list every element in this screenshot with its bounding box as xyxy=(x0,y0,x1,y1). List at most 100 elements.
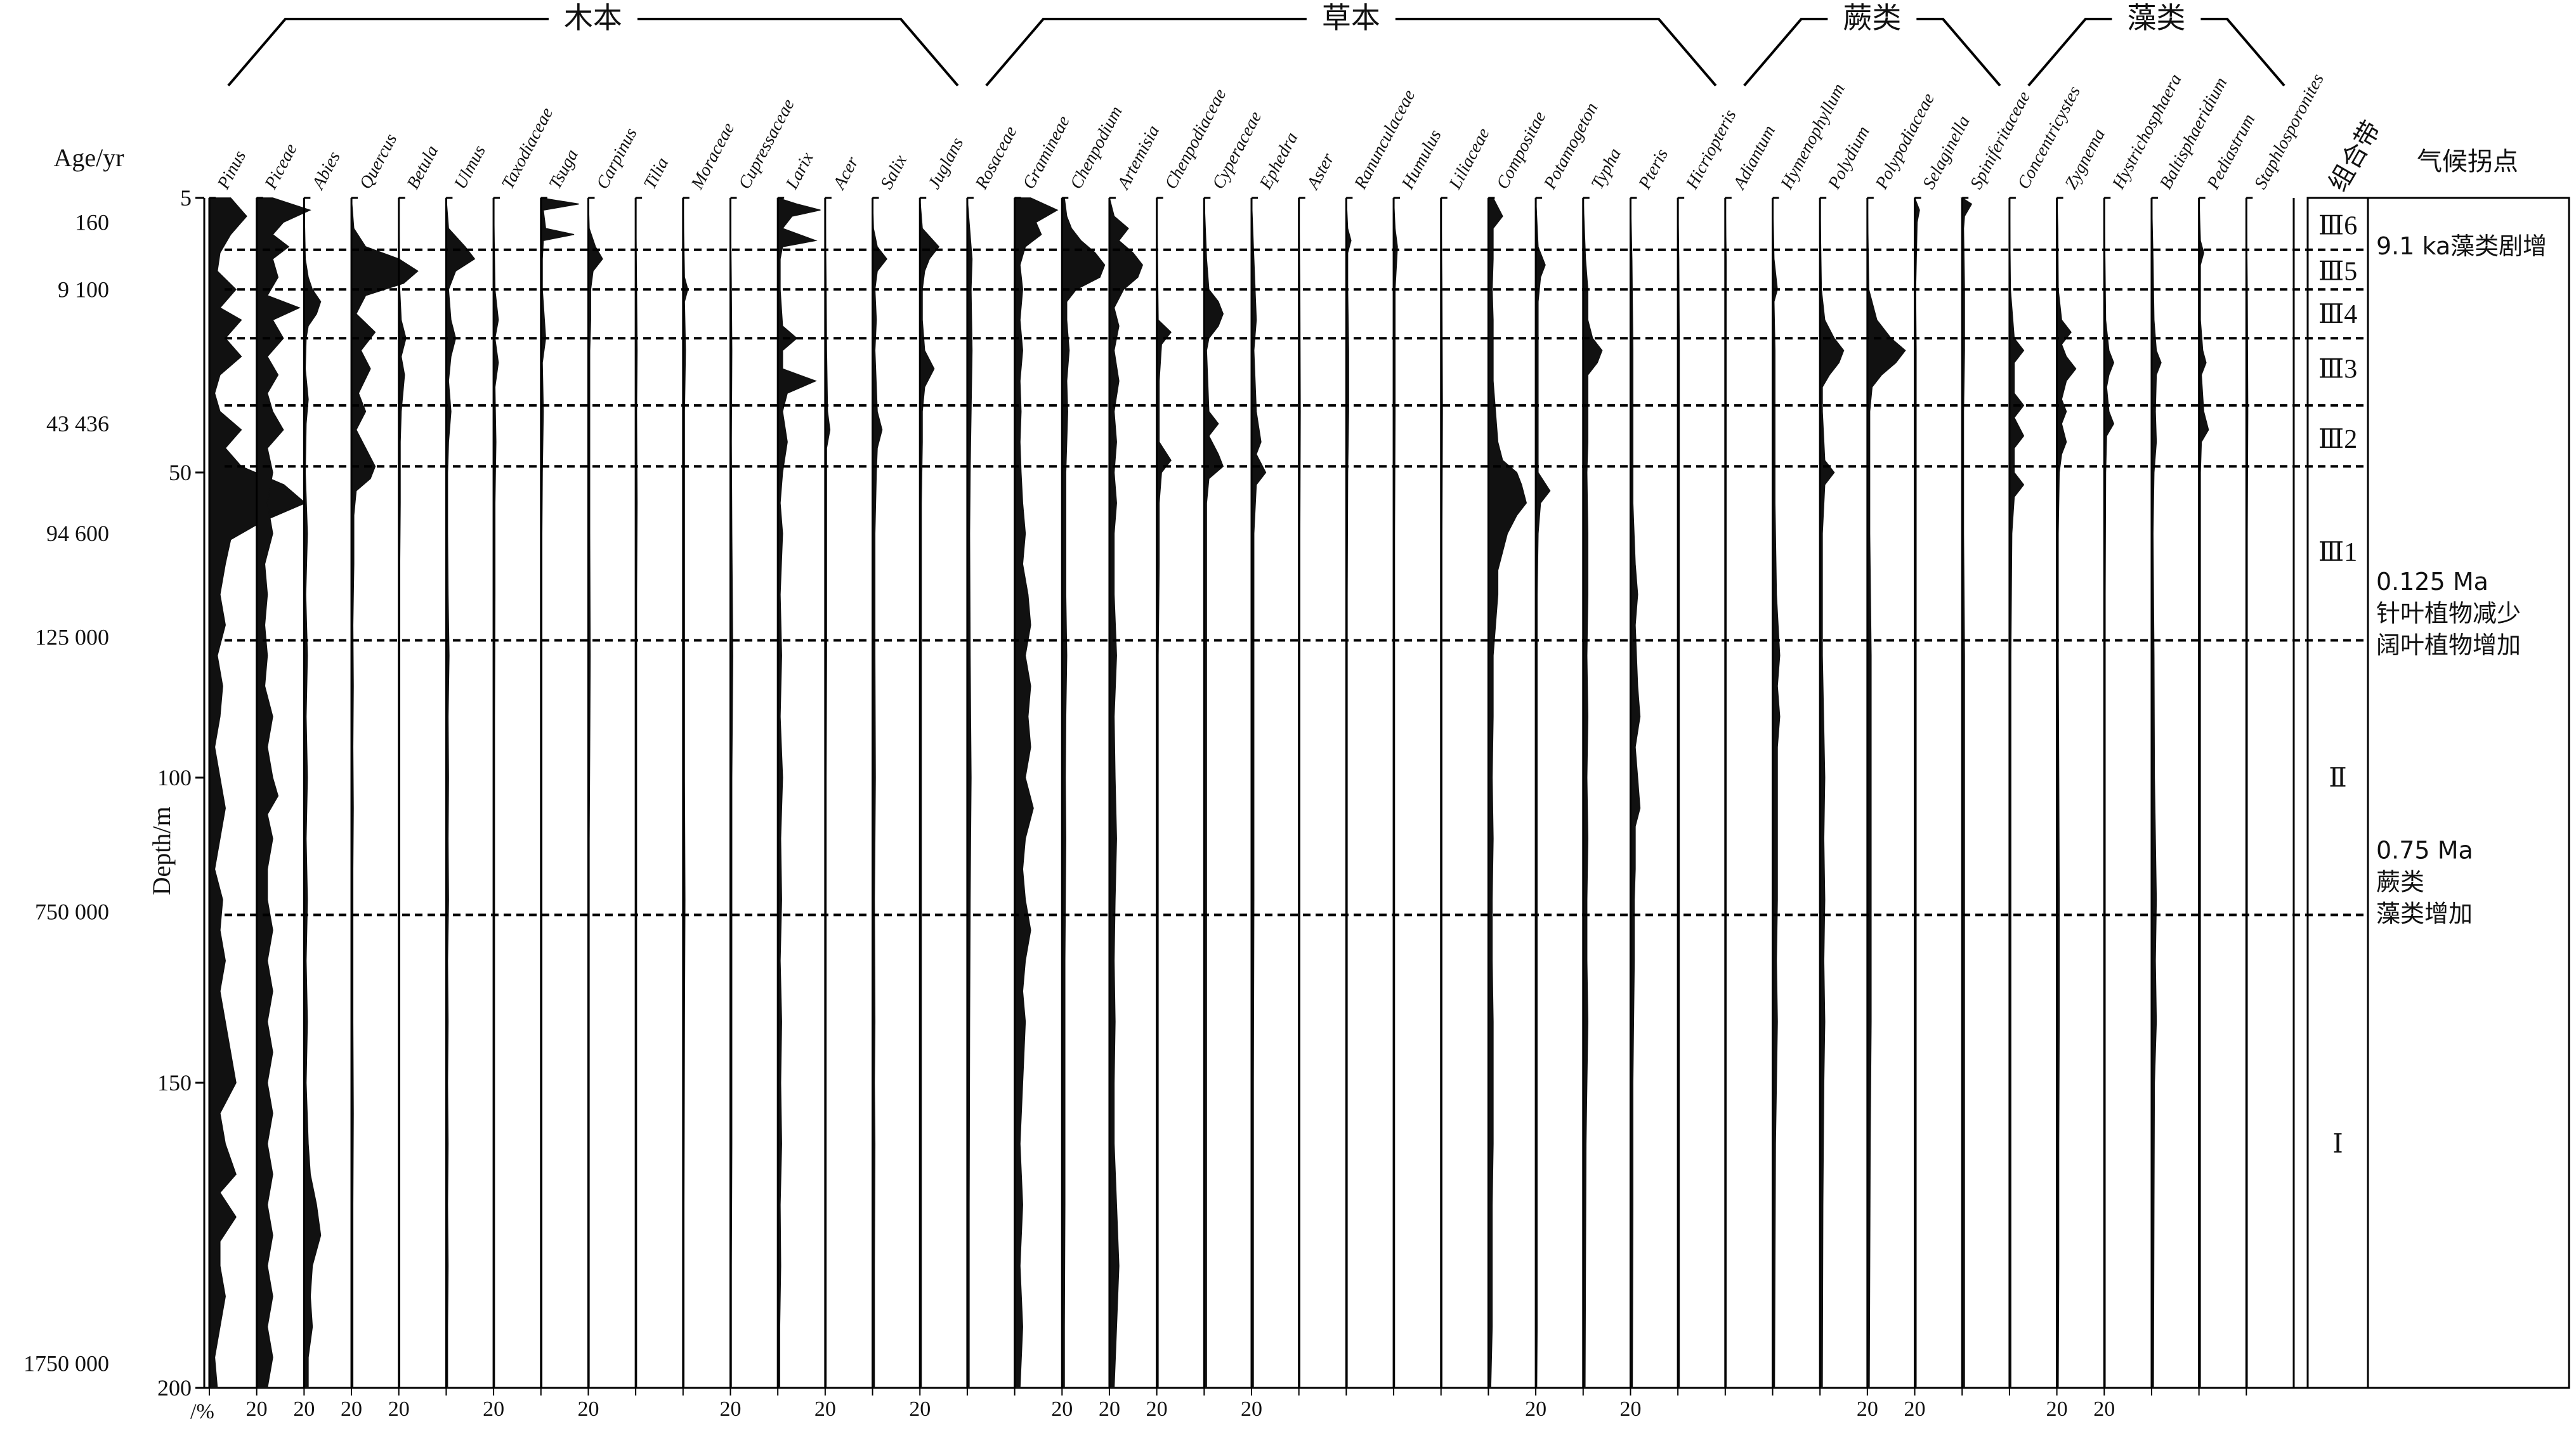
x-tick-label: 20 xyxy=(388,1397,410,1421)
x-tick-label: 20 xyxy=(1619,1397,1641,1421)
taxon-name: Betula xyxy=(403,142,443,192)
taxon-curve xyxy=(2151,197,2162,1389)
age-tick-label: 94 600 xyxy=(46,521,109,546)
depth-tick-label: 50 xyxy=(169,460,192,485)
age-axis-label: Age/yr xyxy=(53,143,124,172)
x-tick-label: 20 xyxy=(483,1397,504,1421)
x-tick-label: 20 xyxy=(1146,1397,1168,1421)
taxon-name: Polydium xyxy=(1824,123,1874,193)
zone-label: Ⅲ5 xyxy=(2318,257,2358,286)
taxon-curve xyxy=(919,197,940,1389)
climate-note: 9.1 ka藻类剧增 xyxy=(2376,232,2547,260)
group-label: 藻类 xyxy=(2127,1,2185,35)
taxon-curve xyxy=(256,197,311,1389)
percent-unit-label: /% xyxy=(190,1400,214,1423)
group-label: 木本 xyxy=(564,1,622,35)
taxon-column xyxy=(208,197,306,1396)
taxon-curve xyxy=(1960,197,1973,1389)
x-tick-label: 20 xyxy=(293,1397,315,1421)
age-tick-label: 43 436 xyxy=(46,411,109,436)
taxon-column xyxy=(1108,197,1144,1396)
taxon-curve xyxy=(777,197,821,1389)
taxon-name: Carpinus xyxy=(592,125,641,193)
taxon-curve xyxy=(2103,197,2115,1389)
taxon-name: Quercus xyxy=(356,131,401,192)
taxon-column xyxy=(445,197,476,1396)
climate-note: 0.75 Ma xyxy=(2376,836,2473,864)
taxon-column xyxy=(966,197,974,1396)
x-tick-label: 20 xyxy=(1099,1397,1120,1421)
group-bracket-right xyxy=(1916,18,2001,87)
taxon-name: Tsuga xyxy=(546,147,582,193)
taxon-column xyxy=(1203,197,1224,1396)
taxon-curve xyxy=(1156,197,1172,1389)
taxon-curve xyxy=(209,197,306,1389)
age-tick-label: 9 100 xyxy=(58,277,109,302)
taxon-column xyxy=(2150,197,2162,1396)
taxon-name: Piceae xyxy=(261,140,301,193)
taxon-name: Pteris xyxy=(1635,146,1672,193)
taxon-column xyxy=(1534,197,1551,1396)
taxon-name: Larix xyxy=(782,149,818,193)
taxon-name: Zygnema xyxy=(2061,126,2109,192)
group-label: 草本 xyxy=(1322,1,1380,35)
taxon-column xyxy=(540,197,579,1396)
taxon-name: Ulmus xyxy=(450,142,490,192)
x-tick-label: 20 xyxy=(2093,1397,2115,1421)
taxon-column xyxy=(1487,197,1527,1396)
taxon-curve xyxy=(540,197,579,1389)
taxon-curve xyxy=(445,197,476,1389)
taxon-curve xyxy=(303,197,322,1389)
taxon-column xyxy=(256,197,311,1396)
taxon-curve xyxy=(2009,197,2025,1389)
climate-note: 0.125 Ma xyxy=(2376,568,2488,596)
taxon-name: Acer xyxy=(829,154,863,193)
group-label: 蕨类 xyxy=(1843,1,1901,35)
taxon-curve xyxy=(1630,197,1641,1389)
age-tick-label: 750 000 xyxy=(35,899,109,925)
taxon-name: Ephedra xyxy=(1255,129,1302,193)
x-tick-label: 20 xyxy=(341,1397,362,1421)
taxon-column xyxy=(1250,197,1267,1396)
taxon-name: Tilia xyxy=(640,154,672,192)
taxon-name: Juglans xyxy=(924,134,967,193)
group-bracket-right xyxy=(637,18,959,87)
zone-header: 组合带 xyxy=(2324,116,2387,197)
taxon-curve xyxy=(1109,197,1144,1389)
taxon-name: Pediastrum xyxy=(2203,111,2259,193)
taxon-curve xyxy=(2198,197,2209,1389)
taxon-curve xyxy=(1867,197,1906,1389)
taxon-column xyxy=(303,197,322,1396)
taxon-curve xyxy=(872,197,887,1389)
taxon-curve xyxy=(1819,197,1845,1389)
group-bracket-left xyxy=(2027,18,2112,87)
group-bracket-right xyxy=(1395,18,1717,87)
taxon-curve xyxy=(398,197,407,1389)
taxon-column xyxy=(1156,197,1172,1396)
taxon-column xyxy=(634,197,643,1396)
taxon-column xyxy=(587,197,603,1396)
taxon-name: Staphlosporonites xyxy=(2251,70,2328,192)
group-header xyxy=(985,18,1717,87)
taxon-column xyxy=(1960,197,1973,1396)
taxon-column xyxy=(1392,197,1401,1396)
group-bracket-left xyxy=(227,18,549,87)
zone-label: Ⅲ3 xyxy=(2318,355,2358,384)
taxon-column xyxy=(2245,197,2253,1396)
taxon-curve xyxy=(1772,197,1781,1389)
taxon-column xyxy=(2056,197,2077,1396)
zone-label: Ⅰ xyxy=(2332,1130,2343,1159)
climate-note: 藻类增加 xyxy=(2376,899,2473,927)
taxon-column xyxy=(1014,197,1059,1396)
taxon-curve xyxy=(587,197,603,1389)
taxon-column xyxy=(1582,197,1603,1396)
taxon-curve xyxy=(1014,197,1059,1389)
group-header xyxy=(1743,18,2001,87)
group-header xyxy=(227,18,959,87)
taxon-column xyxy=(1629,197,1641,1396)
x-tick-label: 20 xyxy=(2046,1397,2068,1421)
taxon-column xyxy=(1061,197,1106,1396)
taxon-name: Gramineae xyxy=(1019,112,1074,192)
